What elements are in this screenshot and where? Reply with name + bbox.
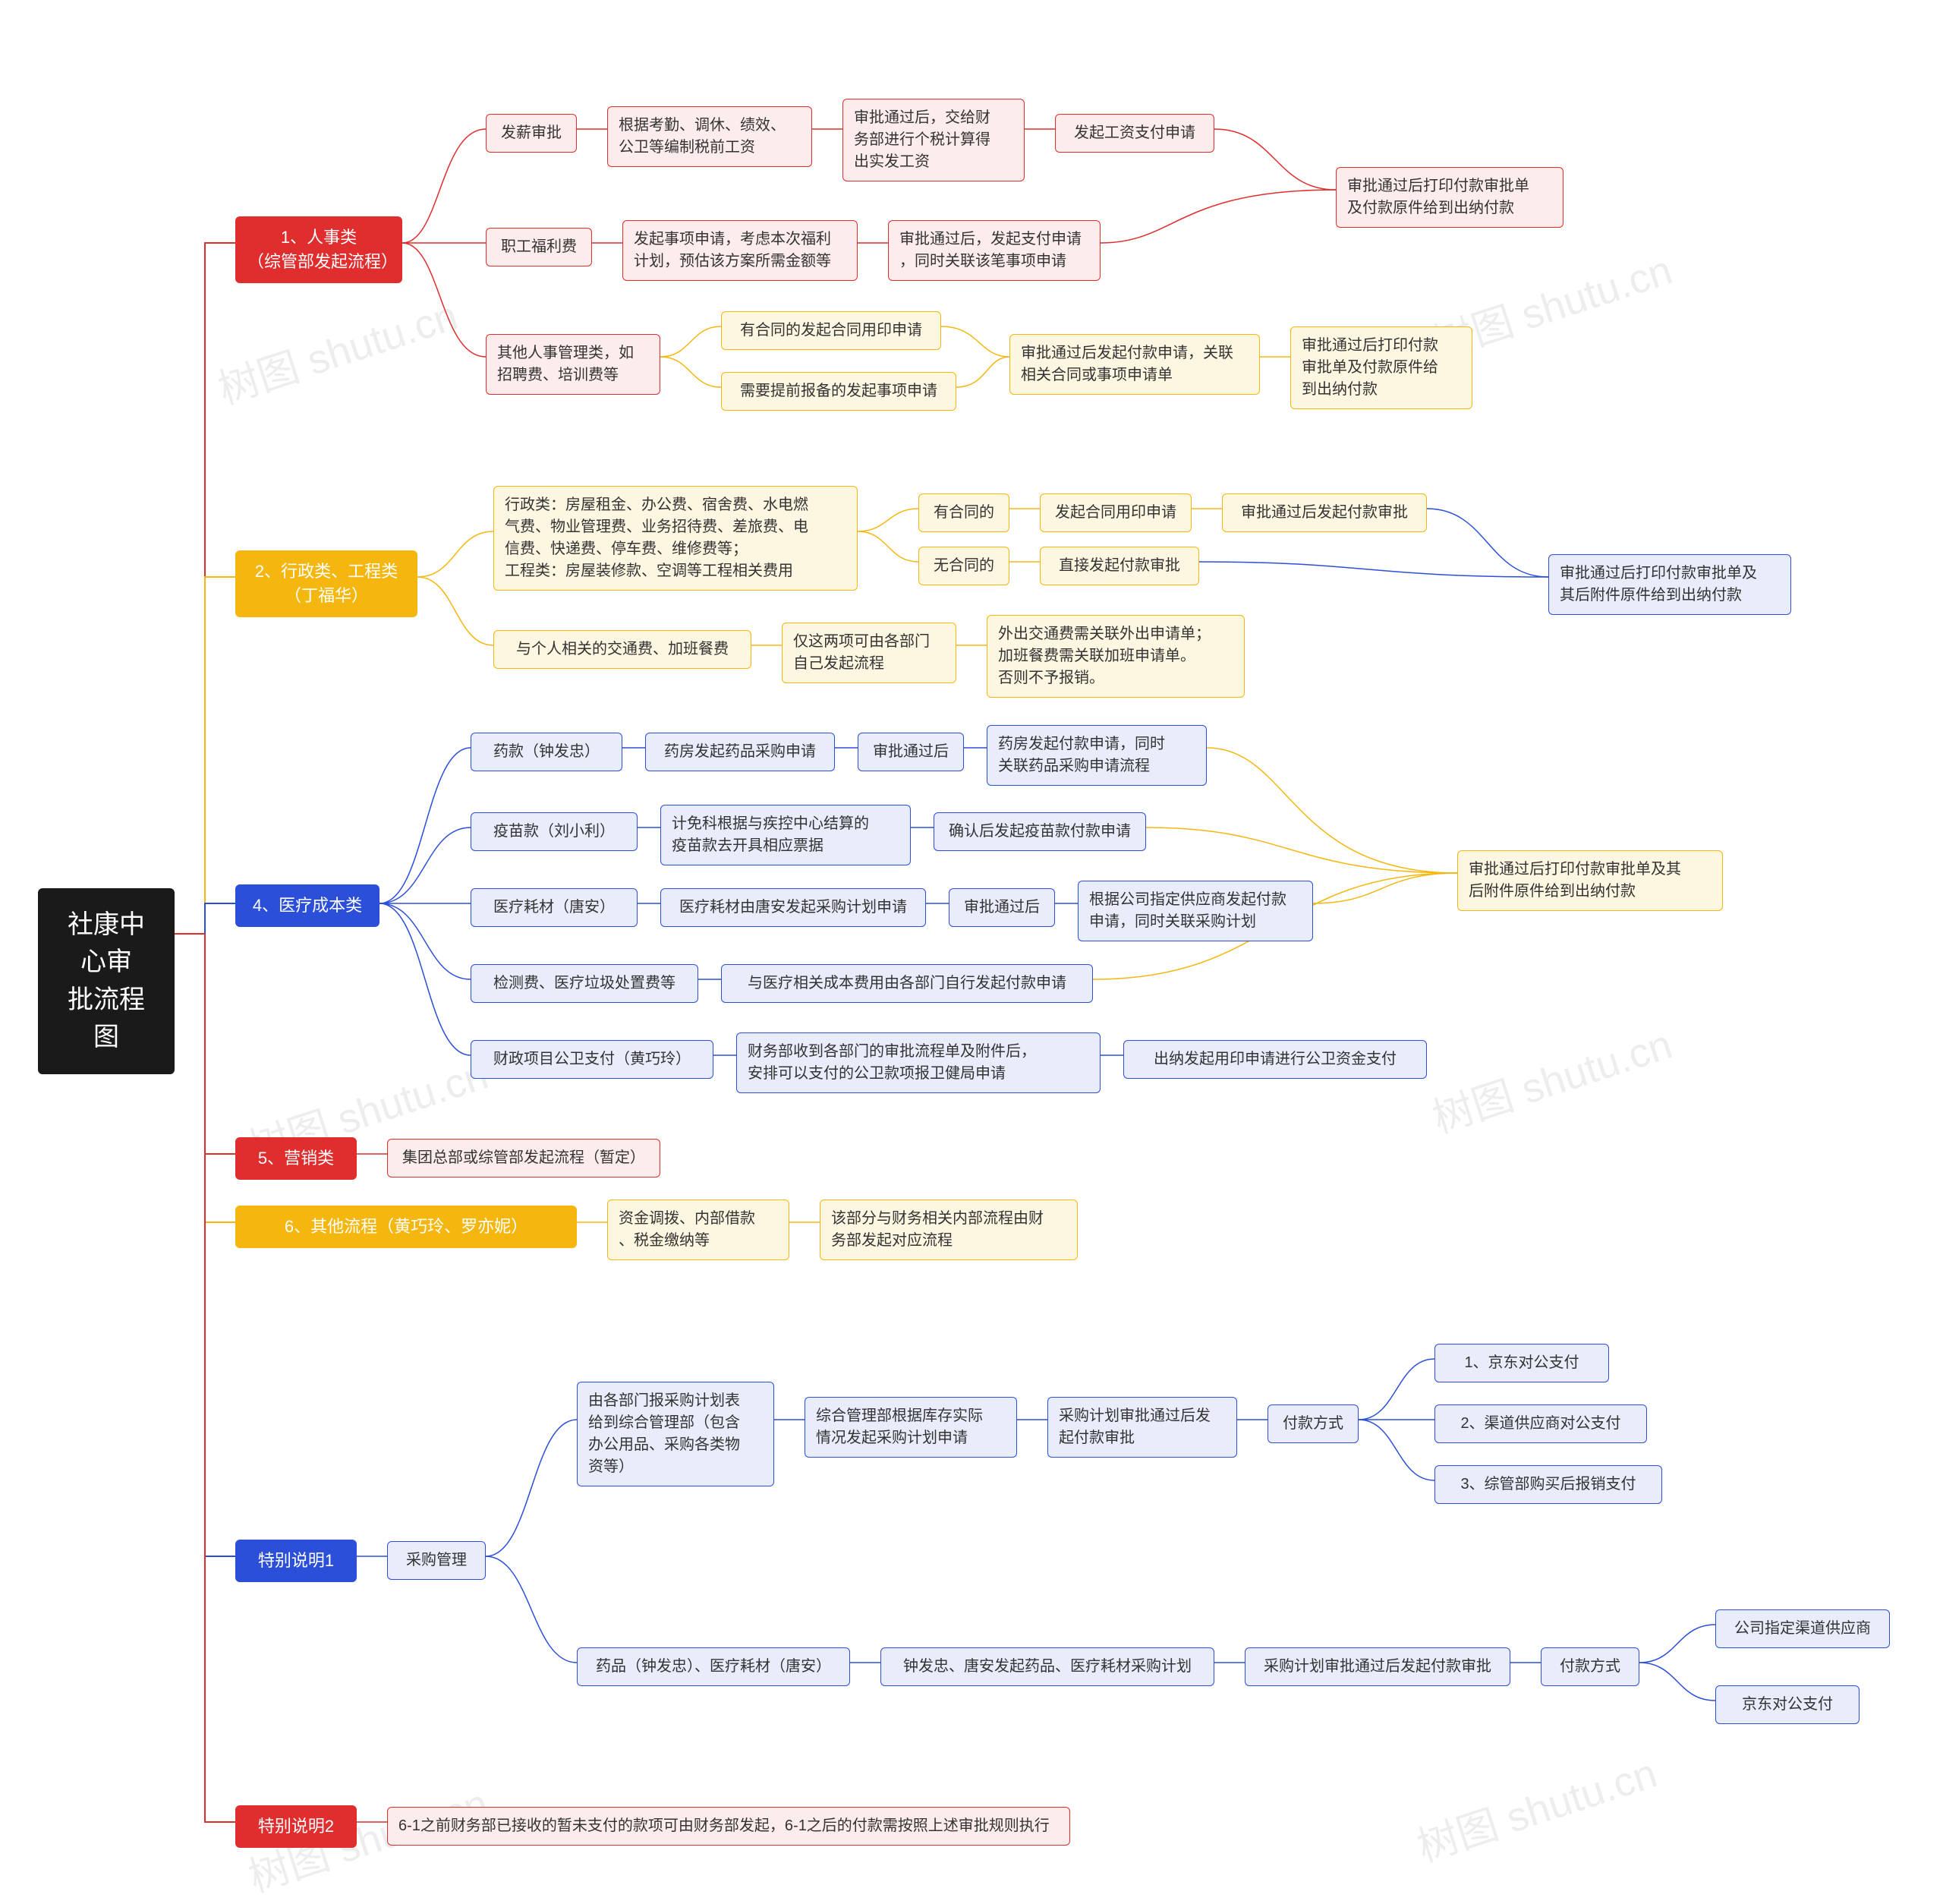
sp1-c3a: 公司指定渠道供应商 xyxy=(1715,1609,1890,1648)
cat2-b1a: 发起合同用印申请 xyxy=(1040,493,1192,532)
cat1-a3e: 审批通过后打印付款 审批单及付款原件给 到出纳付款 xyxy=(1290,326,1472,409)
cat1-a3d: 审批通过后发起付款申请，关联 相关合同或事项申请单 xyxy=(1009,334,1260,395)
sp1-b3a: 1、京东对公支付 xyxy=(1434,1344,1609,1382)
cat2-b1b: 审批通过后发起付款审批 xyxy=(1222,493,1427,532)
cat2-title: 2、行政类、工程类 （丁福华） xyxy=(235,550,417,617)
cat2-a: 行政类：房屋租金、办公费、宿舍费、水电燃 气费、物业管理费、业务招待费、差旅费、… xyxy=(493,486,858,591)
sp1-a: 采购管理 xyxy=(387,1541,486,1580)
sp1-c2: 采购计划审批通过后发起付款审批 xyxy=(1245,1647,1510,1686)
cat4-e: 财政项目公卫支付（黄巧玲） xyxy=(471,1040,713,1079)
cat2-end: 审批通过后打印付款审批单及 其后附件原件给到出纳付款 xyxy=(1548,554,1791,615)
cat6-b: 该部分与财务相关内部流程由财 务部发起对应流程 xyxy=(820,1199,1078,1260)
cat6-title: 6、其他流程（黄巧玲、罗亦妮） xyxy=(235,1206,577,1248)
cat4-c: 医疗耗材（唐安） xyxy=(471,888,638,927)
cat4-d: 检测费、医疗垃圾处置费等 xyxy=(471,964,698,1003)
sp1-c1: 钟发忠、唐安发起药品、医疗耗材采购计划 xyxy=(880,1647,1214,1686)
cat4-title: 4、医疗成本类 xyxy=(235,884,379,927)
root-node: 社康中心审 批流程图 xyxy=(38,888,175,1074)
cat1-title: 1、人事类 （综管部发起流程） xyxy=(235,216,402,283)
connector-layer xyxy=(0,0,1943,1896)
cat1-a1b: 根据考勤、调休、绩效、 公卫等编制税前工资 xyxy=(607,106,812,167)
sp1-c3: 付款方式 xyxy=(1541,1647,1639,1686)
cat4-d1: 与医疗相关成本费用由各部门自行发起付款申请 xyxy=(721,964,1093,1003)
cat2-b2: 无合同的 xyxy=(918,547,1009,585)
sp1-b: 由各部门报采购计划表 给到综合管理部（包含 办公用品、采购各类物 资等） xyxy=(577,1382,774,1486)
sp1-c: 药品（钟发忠）、医疗耗材（唐安） xyxy=(577,1647,850,1686)
cat5-a: 集团总部或综管部发起流程（暂定） xyxy=(387,1139,660,1177)
sp2-title: 特别说明2 xyxy=(235,1805,357,1848)
cat2-c: 与个人相关的交通费、加班餐费 xyxy=(493,630,751,669)
cat4-b: 疫苗款（刘小利） xyxy=(471,812,638,851)
cat4-a: 药款（钟发忠） xyxy=(471,733,622,771)
cat5-title: 5、营销类 xyxy=(235,1137,357,1180)
watermark: 树图 shutu.cn xyxy=(1409,1739,1664,1873)
cat4-c2: 审批通过后 xyxy=(949,888,1055,927)
cat1-a2b: 发起事项申请，考虑本次福利 计划，预估该方案所需金额等 xyxy=(622,220,858,281)
cat1-a1: 发薪审批 xyxy=(486,114,577,153)
cat4-end: 审批通过后打印付款审批单及其 后附件原件给到出纳付款 xyxy=(1457,850,1723,911)
cat1-a2c: 审批通过后，发起支付申请 ，同时关联该笔事项申请 xyxy=(888,220,1101,281)
cat2-c1: 仅这两项可由各部门 自己发起流程 xyxy=(782,623,956,683)
sp1-b3: 付款方式 xyxy=(1268,1404,1359,1443)
sp1-c3b: 京东对公支付 xyxy=(1715,1685,1860,1724)
cat4-e2: 出纳发起用印申请进行公卫资金支付 xyxy=(1123,1040,1427,1079)
cat4-c1: 医疗耗材由唐安发起采购计划申请 xyxy=(660,888,926,927)
cat4-c3: 根据公司指定供应商发起付款 申请，同时关联采购计划 xyxy=(1078,881,1313,941)
watermark: 树图 shutu.cn xyxy=(209,282,464,415)
cat1-a1d: 发起工资支付申请 xyxy=(1055,114,1214,153)
cat2-c2: 外出交通费需关联外出申请单； 加班餐费需关联加班申请单。 否则不予报销。 xyxy=(987,615,1245,698)
sp1-b3b: 2、渠道供应商对公支付 xyxy=(1434,1404,1647,1443)
cat4-e1: 财务部收到各部门的审批流程单及附件后， 安排可以支付的公卫款项报卫健局申请 xyxy=(736,1032,1101,1093)
mindmap-canvas: 树图 shutu.cn 树图 shutu.cn 树图 shutu.cn 树图 s… xyxy=(0,0,1943,1896)
sp1-b3c: 3、综管部购买后报销支付 xyxy=(1434,1465,1662,1504)
cat2-b2a: 直接发起付款审批 xyxy=(1040,547,1199,585)
cat1-a2: 职工福利费 xyxy=(486,228,592,266)
sp1-title: 特别说明1 xyxy=(235,1540,357,1582)
cat4-a3: 药房发起付款申请，同时 关联药品采购申请流程 xyxy=(987,725,1207,786)
cat1-a3c: 需要提前报备的发起事项申请 xyxy=(721,372,956,411)
cat4-a2: 审批通过后 xyxy=(858,733,964,771)
cat6-a: 资金调拨、内部借款 、税金缴纳等 xyxy=(607,1199,789,1260)
cat1-end: 审批通过后打印付款审批单 及付款原件给到出纳付款 xyxy=(1336,167,1564,228)
sp1-b1: 综合管理部根据库存实际 情况发起采购计划申请 xyxy=(805,1397,1017,1458)
cat4-a1: 药房发起药品采购申请 xyxy=(645,733,835,771)
cat4-b1: 计免科根据与疾控中心结算的 疫苗款去开具相应票据 xyxy=(660,805,911,865)
cat1-a3: 其他人事管理类，如 招聘费、培训费等 xyxy=(486,334,660,395)
sp1-b2: 采购计划审批通过后发 起付款审批 xyxy=(1047,1397,1237,1458)
cat1-a3b: 有合同的发起合同用印申请 xyxy=(721,311,941,350)
cat4-b2: 确认后发起疫苗款付款申请 xyxy=(934,812,1146,851)
sp2-a: 6-1之前财务部已接收的暂未支付的款项可由财务部发起，6-1之后的付款需按照上述… xyxy=(387,1807,1070,1846)
cat1-a1c: 审批通过后，交给财 务部进行个税计算得 出实发工资 xyxy=(842,99,1025,181)
watermark: 树图 shutu.cn xyxy=(1424,1010,1679,1144)
cat2-b1: 有合同的 xyxy=(918,493,1009,532)
